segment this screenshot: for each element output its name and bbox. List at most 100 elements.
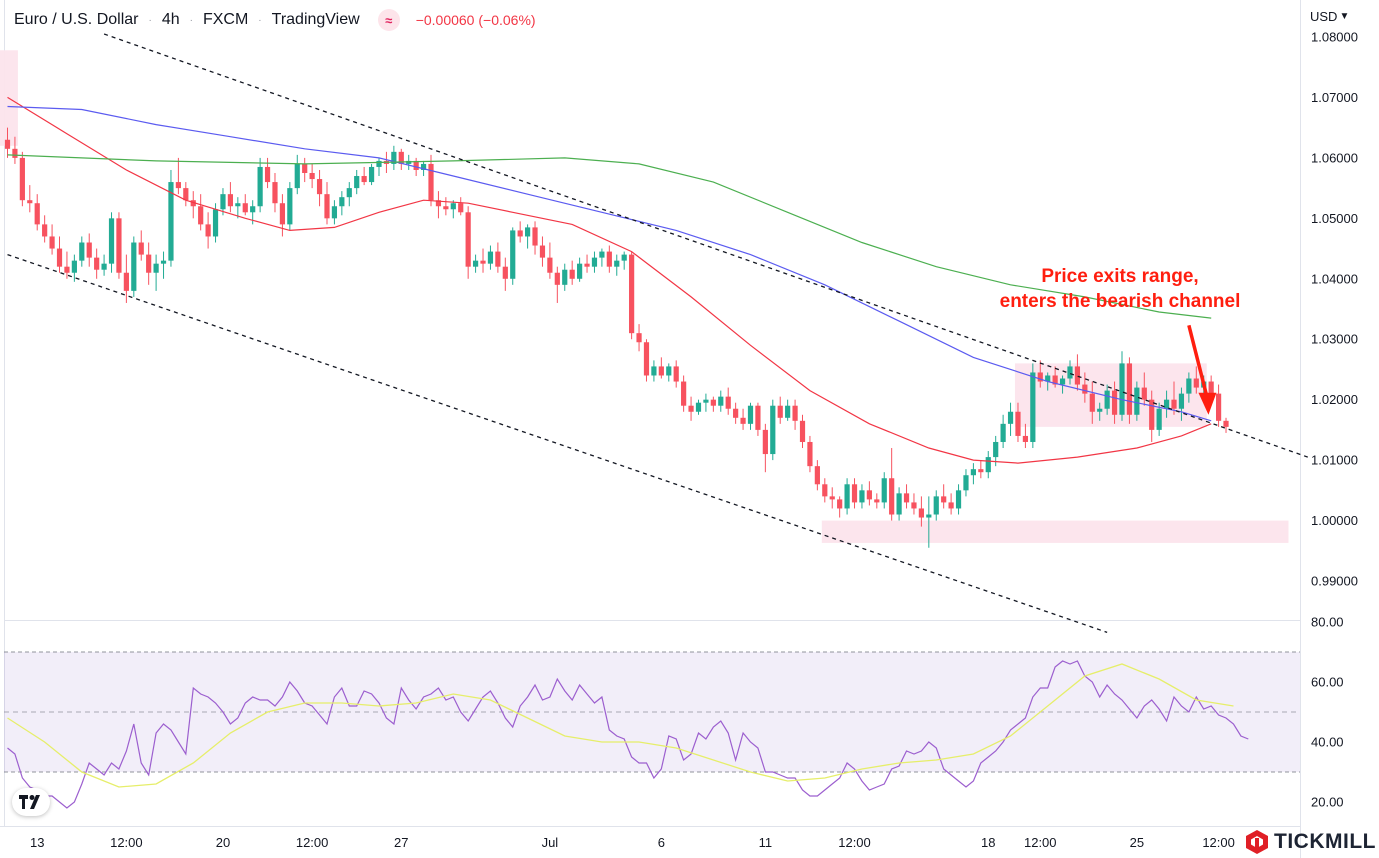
- candle-down: [814, 466, 820, 485]
- candle-up: [235, 203, 241, 207]
- candle-up: [963, 475, 969, 491]
- candle-up: [1030, 372, 1036, 442]
- candle-up: [153, 263, 159, 273]
- candle-up: [666, 366, 672, 376]
- candle-down: [658, 366, 664, 376]
- candle-up: [376, 160, 382, 167]
- candle-up: [562, 269, 568, 285]
- time-axis-label: 12:00: [296, 835, 329, 850]
- candle-down: [941, 496, 947, 503]
- candle-up: [354, 176, 360, 189]
- candle-down: [1208, 381, 1214, 394]
- time-axis-label: 25: [1130, 835, 1144, 850]
- separator-dot: ·: [148, 14, 152, 26]
- candle-down: [866, 490, 872, 500]
- candle-down: [851, 484, 858, 503]
- candle-down: [361, 176, 367, 183]
- rsi-axis-label: 60.00: [1311, 675, 1344, 690]
- candle-up: [993, 441, 999, 458]
- candle-down: [918, 508, 924, 518]
- candle-down: [12, 148, 18, 158]
- candle-up: [785, 405, 791, 418]
- separator-dot: ·: [258, 14, 262, 26]
- candle-down: [792, 405, 798, 421]
- price-axis-label: 1.06000: [1311, 150, 1358, 165]
- candle-up: [1059, 378, 1066, 385]
- rsi-line: [7, 660, 1249, 809]
- range-zone: [821, 520, 1289, 543]
- candle-down: [1015, 411, 1021, 436]
- candle-down: [807, 441, 813, 467]
- candle-down: [532, 227, 538, 246]
- rsi-ma-line: [7, 663, 1234, 788]
- candle-down: [309, 173, 315, 180]
- candle-up: [339, 197, 345, 207]
- candle-down: [569, 269, 575, 279]
- wave-icon[interactable]: ≈: [377, 9, 400, 31]
- time-axis-label: 12:00: [110, 835, 143, 850]
- candle-up: [955, 490, 962, 509]
- separator-dot: ·: [189, 14, 193, 26]
- candle-up: [896, 493, 902, 515]
- symbol-title[interactable]: Euro / U.S. Dollar: [14, 11, 139, 28]
- candle-down: [227, 194, 233, 207]
- candle-up: [1163, 399, 1170, 409]
- candle-up: [1067, 366, 1073, 379]
- candle-up: [1156, 408, 1162, 430]
- candle-down: [799, 420, 806, 442]
- candle-down: [428, 163, 434, 201]
- candle-down: [1215, 393, 1222, 421]
- chart-header: Euro / U.S. Dollar · 4h · FXCM · Trading…: [14, 9, 536, 31]
- brand-name: TICKMILL: [1274, 830, 1376, 853]
- candle-down: [64, 266, 70, 273]
- candle-down: [1111, 390, 1118, 415]
- candle-down: [681, 381, 687, 406]
- candle-down: [1037, 372, 1043, 382]
- candles-group: [4, 127, 1229, 548]
- candle-down: [413, 160, 419, 170]
- time-axis-label: 18: [981, 835, 995, 850]
- candle-down: [190, 200, 196, 207]
- annotation-line-2: enters the bearish channel: [999, 291, 1241, 312]
- range-zone: [1014, 363, 1207, 427]
- candle-up: [577, 263, 583, 279]
- candle-up: [220, 194, 226, 210]
- candle-down: [138, 242, 144, 255]
- currency-selector[interactable]: USD ▼: [1310, 9, 1349, 24]
- candle-up: [1104, 390, 1110, 409]
- candle-down: [1022, 435, 1029, 442]
- price-axis-label: 1.02000: [1311, 392, 1358, 407]
- candle-up: [450, 203, 456, 210]
- candle-up: [346, 188, 352, 198]
- price-axis-label: 1.03000: [1311, 332, 1358, 347]
- interval-label[interactable]: 4h: [161, 11, 180, 28]
- candle-down: [547, 257, 553, 273]
- candle-down: [183, 188, 189, 201]
- price-pane: [4, 0, 1300, 620]
- ma-slow-line: [7, 154, 1212, 319]
- tradingview-logo-icon[interactable]: [12, 788, 50, 816]
- candle-down: [755, 405, 761, 430]
- candle-down: [606, 251, 612, 267]
- candle-down: [629, 254, 635, 334]
- candle-down: [302, 163, 308, 173]
- candle-down: [4, 139, 11, 149]
- candle-up: [970, 469, 976, 476]
- candle-down: [19, 157, 25, 201]
- chevron-down-icon: ▼: [1339, 11, 1350, 22]
- candle-down: [34, 203, 40, 225]
- candle-up: [703, 399, 709, 403]
- candle-up: [131, 242, 137, 291]
- candle-down: [948, 502, 954, 509]
- price-change: −0.00060 (−0.06%): [415, 12, 536, 28]
- candle-up: [391, 151, 397, 164]
- rsi-axis-label: 80.00: [1311, 615, 1344, 630]
- candle-up: [621, 254, 627, 261]
- candle-down: [398, 151, 404, 164]
- candle-up: [368, 166, 375, 183]
- candle-down: [822, 484, 828, 497]
- brand-logo: TICKMILL: [1244, 826, 1376, 858]
- candle-up: [212, 209, 219, 237]
- price-axis-label: 1.05000: [1311, 211, 1358, 226]
